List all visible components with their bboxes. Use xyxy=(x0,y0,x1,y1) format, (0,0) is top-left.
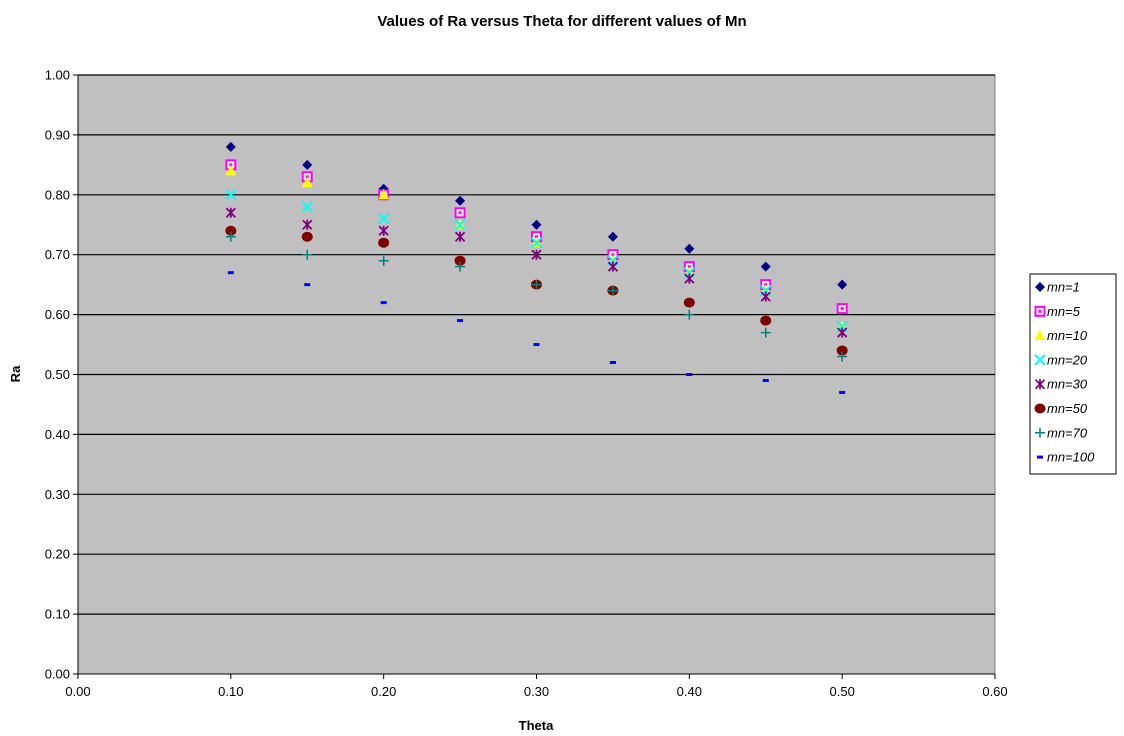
point-mn=1-6 xyxy=(684,243,695,254)
legend-marker-mn=70 xyxy=(1035,427,1045,438)
point-mn=30-6 xyxy=(684,273,695,284)
point-mn=20-0 xyxy=(225,189,237,201)
point-mn=10-0 xyxy=(225,164,237,176)
y-tick-label-5: 0.50 xyxy=(45,367,70,382)
point-mn=1-7 xyxy=(760,261,771,272)
point-mn=100-5 xyxy=(609,361,616,365)
point-mn=50-2 xyxy=(378,237,390,248)
x-axis-title: Theta xyxy=(519,718,554,733)
point-mn=1-5 xyxy=(607,231,618,242)
point-mn=30-8 xyxy=(837,327,848,338)
x-tick-label-1: 0.10 xyxy=(218,684,243,699)
point-mn=100-8 xyxy=(839,390,846,394)
point-mn=10-1 xyxy=(301,176,313,188)
point-mn=10-2 xyxy=(378,188,390,200)
x-tick-label-0: 0.00 xyxy=(65,684,90,699)
tick-labels: 0.00 0.10 0.20 0.30 0.40 0.50 0.60 0.70 0.80 0.90… xyxy=(45,68,1008,700)
y-axis-title: Ra xyxy=(8,365,23,382)
legend-label-mn=1: mn=1 xyxy=(1047,280,1080,295)
y-tick-label-6: 0.60 xyxy=(45,307,70,322)
point-mn=50-1 xyxy=(301,231,313,242)
point-mn=1-8 xyxy=(837,279,848,290)
point-mn=1-4 xyxy=(531,219,542,230)
legend-label-mn=5: mn=5 xyxy=(1047,304,1081,319)
legend-marker-mn=5 xyxy=(1034,305,1046,317)
y-tick-label-7: 0.70 xyxy=(45,247,70,262)
gridlines xyxy=(78,74,995,615)
point-mn=1-0 xyxy=(225,141,236,152)
point-mn=70-8 xyxy=(837,351,848,362)
legend-marker-mn=50 xyxy=(1034,403,1046,414)
point-mn=30-7 xyxy=(760,291,771,302)
point-mn=30-5 xyxy=(607,261,619,272)
point-mn=30-2 xyxy=(378,225,389,236)
legend: mn=1 mn=5 mn=10 mn=20 mn=30 mn=50 mn=70 mn=100 xyxy=(1029,273,1117,475)
point-mn=30-4 xyxy=(531,249,542,260)
y-tick-label-9: 0.90 xyxy=(45,127,70,142)
point-mn=70-2 xyxy=(378,255,389,266)
point-mn=100-1 xyxy=(304,283,311,287)
legend-label-mn=30: mn=30 xyxy=(1047,377,1088,392)
point-mn=50-0 xyxy=(225,225,237,236)
point-mn=5-3 xyxy=(454,207,466,219)
point-mn=50-3 xyxy=(454,255,466,266)
chart-title: Values of Ra versus Theta for different … xyxy=(377,13,746,30)
point-mn=100-7 xyxy=(762,378,769,382)
x-tick-label-5: 0.50 xyxy=(830,684,855,699)
point-mn=70-0 xyxy=(225,231,236,242)
legend-label-mn=50: mn=50 xyxy=(1047,401,1088,416)
y-tick-label-1: 0.10 xyxy=(45,607,70,622)
point-mn=5-8 xyxy=(836,303,848,315)
legend-label-mn=100: mn=100 xyxy=(1047,450,1095,465)
point-mn=70-7 xyxy=(760,327,771,338)
legend-label-mn=20: mn=20 xyxy=(1047,352,1088,367)
point-mn=70-5 xyxy=(607,285,618,296)
point-mn=100-4 xyxy=(533,343,540,347)
legend-label-mn=10: mn=10 xyxy=(1047,328,1088,343)
point-mn=20-1 xyxy=(301,201,313,213)
point-mn=100-6 xyxy=(686,373,693,376)
y-tick-label-4: 0.40 xyxy=(45,427,70,442)
x-tick-label-6: 0.60 xyxy=(982,684,1007,699)
x-tick-label-2: 0.20 xyxy=(371,684,396,699)
point-mn=100-0 xyxy=(227,271,234,275)
point-mn=70-6 xyxy=(684,309,695,320)
y-tick-label-10: 1.00 xyxy=(45,68,70,83)
point-mn=20-4 xyxy=(530,237,543,249)
y-tick-label-3: 0.30 xyxy=(45,487,70,502)
point-mn=1-3 xyxy=(455,195,466,206)
point-mn=30-1 xyxy=(302,219,313,230)
legend-marker-mn=1 xyxy=(1035,282,1045,292)
point-mn=70-3 xyxy=(455,261,466,272)
x-tick-label-4: 0.40 xyxy=(677,684,702,699)
x-tick-label-3: 0.30 xyxy=(524,684,549,699)
point-mn=20-3 xyxy=(454,219,466,231)
point-mn=70-1 xyxy=(302,249,313,260)
point-mn=100-2 xyxy=(380,301,387,305)
point-mn=50-6 xyxy=(683,297,695,308)
point-mn=1-1 xyxy=(302,159,313,170)
y-tick-label-2: 0.20 xyxy=(45,547,70,562)
point-mn=50-8 xyxy=(836,345,848,356)
point-mn=70-4 xyxy=(531,279,542,290)
point-mn=50-7 xyxy=(760,315,772,326)
y-tick-label-8: 0.80 xyxy=(45,187,70,202)
point-mn=100-3 xyxy=(457,319,464,323)
y-tick-label-0: 0.00 xyxy=(45,667,70,682)
point-mn=30-3 xyxy=(454,231,466,242)
legend-marker-mn=10 xyxy=(1034,329,1046,341)
legend-label-mn=70: mn=70 xyxy=(1047,425,1088,440)
data-points xyxy=(225,141,848,394)
point-mn=20-2 xyxy=(377,213,390,225)
legend-marker-mn=20 xyxy=(1034,354,1046,366)
legend-marker-mn=30 xyxy=(1034,379,1046,390)
point-mn=30-0 xyxy=(225,207,236,218)
legend-marker-mn=100 xyxy=(1037,455,1043,459)
